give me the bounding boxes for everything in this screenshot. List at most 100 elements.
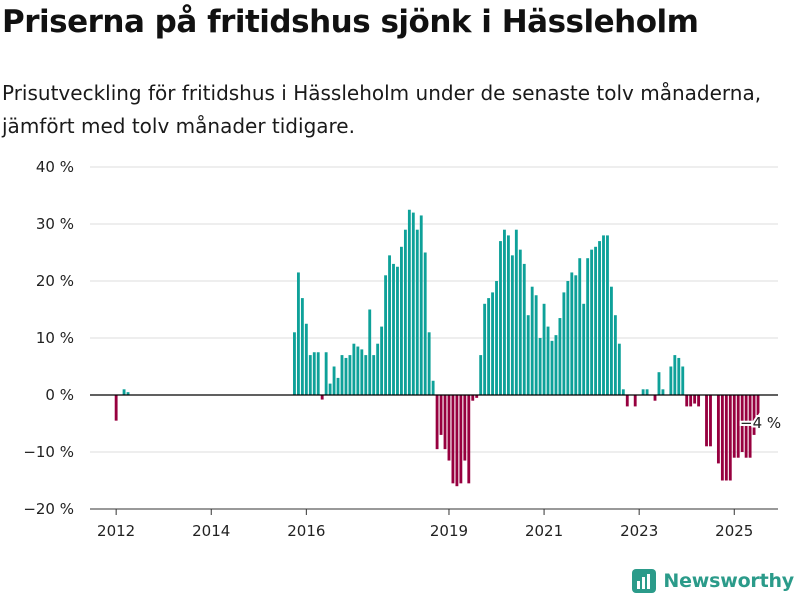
y-tick-label: −10 % [23, 443, 74, 461]
bar [697, 395, 701, 407]
bar [380, 326, 384, 395]
bar [455, 395, 459, 487]
bar [114, 395, 118, 421]
bar-chart: −20 %−10 %0 %10 %20 %30 %40 % 2012 2014 20… [23, 158, 783, 540]
bar [542, 303, 546, 395]
bar [578, 258, 582, 395]
bar [724, 395, 728, 481]
bar [356, 346, 360, 395]
bar [384, 275, 388, 395]
bar [435, 395, 439, 450]
x-tick-label: 2019 [430, 522, 468, 540]
bar [625, 395, 629, 407]
bar [534, 295, 538, 395]
y-tick-label: 0 % [45, 386, 74, 404]
newsworthy-logo: Newsworthy [631, 568, 794, 594]
bar [610, 286, 613, 395]
bar [550, 340, 554, 395]
bar [407, 209, 411, 395]
x-tick-label: 2012 [97, 522, 135, 540]
bar [423, 252, 427, 395]
bar [546, 326, 550, 395]
bar [396, 266, 399, 395]
bar [300, 298, 304, 395]
bar [471, 395, 475, 401]
bar [364, 355, 368, 395]
bar [522, 263, 526, 395]
bar [388, 255, 391, 395]
bar [752, 395, 756, 435]
chart-subtitle: Prisutveckling för fritidshus i Hässleho… [2, 81, 762, 138]
bar [293, 332, 296, 395]
bar [499, 241, 502, 395]
bar [681, 366, 685, 395]
bar [669, 366, 673, 395]
bar [633, 395, 637, 407]
bar [590, 249, 594, 395]
bar [744, 395, 748, 458]
bar [336, 377, 340, 395]
bar [360, 349, 364, 395]
bar [598, 241, 601, 395]
bar [756, 395, 760, 418]
last-value-label: −4 % [740, 414, 781, 432]
bar [495, 281, 498, 395]
x-axis: 2012 2014 2016 2019 2021 2023 2025 [90, 508, 778, 540]
bar [320, 395, 324, 400]
y-tick-label: 10 % [36, 329, 74, 347]
x-tick-label: 2023 [620, 522, 658, 540]
bar [641, 389, 645, 395]
bar [748, 395, 752, 458]
bar [613, 315, 617, 395]
y-tick-label: −20 % [23, 500, 74, 518]
bar [467, 395, 471, 484]
y-tick-label: 30 % [36, 215, 74, 233]
bar [376, 343, 380, 395]
bar [479, 355, 483, 395]
bar [447, 395, 451, 461]
bar [475, 395, 479, 398]
bar [308, 355, 312, 395]
grid-lines [90, 166, 778, 510]
bar [538, 338, 542, 395]
bar [621, 389, 625, 395]
bar [570, 272, 574, 395]
bar [685, 395, 689, 407]
bar [530, 286, 534, 395]
bar [415, 229, 419, 395]
bar [673, 355, 677, 395]
bar [463, 395, 467, 461]
bar [606, 235, 609, 395]
bar [677, 357, 681, 395]
data-labels: −4 % [738, 412, 783, 434]
bar [586, 258, 590, 395]
bar [312, 352, 316, 395]
bar [403, 229, 407, 395]
bar [451, 395, 455, 484]
bar [332, 366, 336, 395]
y-axis: −20 % −10 % 0 % 10 % 20 % 30 % 40 % [23, 158, 74, 518]
bar [419, 215, 423, 395]
bar [693, 395, 697, 404]
bar [304, 323, 308, 395]
bar [566, 281, 570, 395]
bar [558, 318, 562, 395]
bar [344, 357, 348, 395]
bar [716, 395, 720, 464]
bar [296, 272, 300, 395]
bar [483, 303, 487, 395]
bar [594, 246, 598, 395]
bar [392, 263, 395, 395]
bar [352, 343, 356, 395]
bar [431, 380, 435, 395]
bar [514, 229, 518, 395]
chart-title: Priserna på fritidshus sjönk i Hässlehol… [2, 4, 699, 40]
bar [324, 352, 328, 395]
bar [661, 389, 665, 395]
bar [582, 303, 586, 395]
bar [487, 298, 491, 395]
bar [689, 395, 693, 407]
bar [510, 255, 514, 395]
bar [720, 395, 724, 481]
bar [705, 395, 708, 447]
